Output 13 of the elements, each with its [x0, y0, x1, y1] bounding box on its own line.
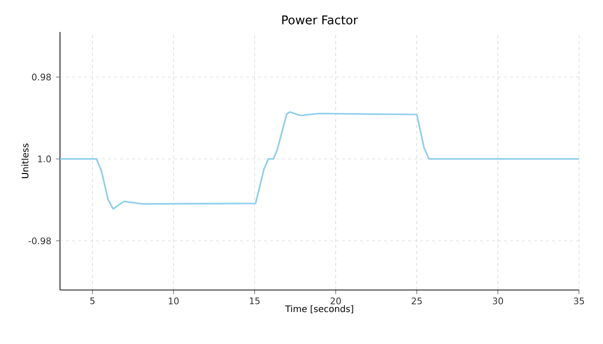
- x-tick-label: 35: [574, 298, 584, 304]
- x-tick-label: 10: [168, 298, 179, 304]
- x-axis-title: Time [seconds]: [285, 305, 354, 314]
- x-tick-label: 5: [90, 298, 95, 304]
- x-tick-label: 30: [492, 298, 504, 304]
- y-axis-title: Unitless: [22, 144, 28, 178]
- x-tick-label: 15: [250, 298, 260, 304]
- chart-title: Power Factor: [282, 16, 358, 24]
- x-tick-label: 25: [412, 298, 422, 304]
- text: 0.98: [32, 74, 51, 80]
- text: -0.98: [28, 237, 51, 244]
- text: 1.0: [38, 156, 51, 162]
- x-tick-label: 20: [330, 298, 341, 304]
